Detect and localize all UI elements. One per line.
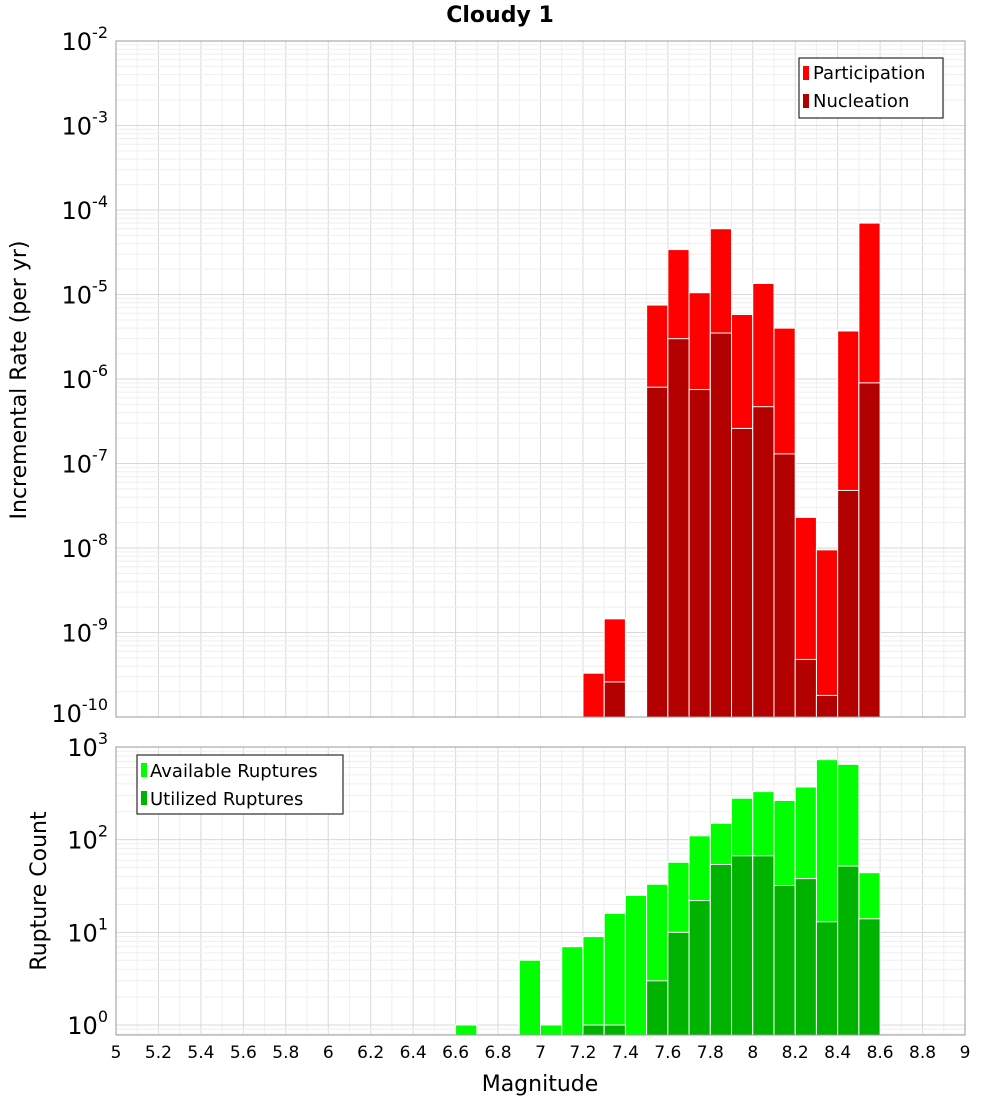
bottom-plot-frame — [115, 746, 966, 1036]
legend-participation-swatch — [803, 66, 809, 80]
rupture-count-panel: 100 101 102 103 5 5.2 5.4 5.6 5.8 6 6.2 6.4 6.6 6.8 7… — [27, 729, 970, 1097]
top-legend: Participation Nucleation — [798, 57, 944, 119]
bottom-legend: Available Ruptures Utilized Ruptures — [136, 754, 344, 815]
x-tick-label: 6.8 — [485, 1043, 512, 1063]
bar-available-ruptures — [540, 1024, 563, 1036]
y-tick-label: 10-8 — [62, 530, 109, 563]
legend-available-swatch — [141, 763, 147, 777]
incremental-rate-panel: 10-10 10-9 10-8 10-7 10-6 10-5 10-4 10-3 10-2 In… — [7, 23, 966, 728]
bar-nucleation — [667, 338, 690, 718]
bar-utilized-ruptures — [731, 855, 754, 1036]
x-tick-label: 6.4 — [400, 1043, 427, 1063]
bar-utilized-ruptures — [815, 921, 839, 1036]
bottom-bars — [455, 759, 881, 1036]
bar-utilized-ruptures — [794, 878, 817, 1036]
x-tick-label: 5.6 — [230, 1043, 257, 1063]
x-tick-label: 5 — [111, 1043, 122, 1063]
bar-utilized-ruptures — [773, 885, 796, 1036]
bar-utilized-ruptures — [667, 931, 690, 1036]
bar-nucleation — [815, 694, 839, 718]
x-tick-label: 8.4 — [824, 1043, 851, 1063]
bar-available-ruptures — [455, 1024, 478, 1036]
x-tick-label: 7.2 — [569, 1043, 596, 1063]
y-tick-label: 10-6 — [62, 361, 109, 394]
bar-available-ruptures — [582, 936, 605, 1036]
bar-nucleation — [688, 389, 711, 718]
x-tick-label: 8.6 — [867, 1043, 894, 1063]
y-tick-label: 10-10 — [51, 695, 108, 728]
x-tick-label: 5.8 — [272, 1043, 299, 1063]
bar-nucleation — [794, 658, 817, 718]
bar-participation — [582, 672, 605, 718]
top-plot-frame — [115, 40, 966, 718]
bar-utilized-ruptures — [646, 980, 669, 1036]
x-axis-label: Magnitude — [482, 1072, 599, 1097]
bar-utilized-ruptures — [858, 918, 881, 1036]
x-tick-label: 6 — [323, 1043, 334, 1063]
y-tick-label: 100 — [67, 1007, 108, 1040]
legend-nucleation-label: Nucleation — [813, 91, 909, 112]
x-tick-label: 8.8 — [909, 1043, 936, 1063]
bar-utilized-ruptures — [582, 1024, 605, 1036]
y-tick-label: 10-3 — [62, 108, 109, 141]
x-tick-label: 6.2 — [357, 1043, 384, 1063]
chart-title: Cloudy 1 — [446, 3, 554, 28]
bar-utilized-ruptures — [752, 855, 775, 1036]
top-legend-box — [798, 57, 944, 119]
y-tick-label: 103 — [67, 729, 108, 762]
legend-utilized-label: Utilized Ruptures — [150, 789, 303, 810]
bar-nucleation — [858, 382, 881, 718]
x-tick-label: 9 — [960, 1043, 971, 1063]
bottom-legend-box — [136, 754, 344, 815]
legend-utilized-swatch — [141, 791, 147, 805]
bar-utilized-ruptures — [603, 1024, 626, 1036]
bar-nucleation — [646, 386, 669, 718]
bottom-y-axis-label: Rupture Count — [27, 811, 52, 971]
bar-utilized-ruptures — [709, 863, 733, 1036]
bar-nucleation — [731, 427, 754, 718]
bar-utilized-ruptures — [837, 865, 860, 1036]
x-tick-label: 5.2 — [145, 1043, 172, 1063]
bar-participation — [815, 549, 839, 718]
bottom-y-tick-labels: 100 101 102 103 — [67, 729, 108, 1040]
y-tick-label: 10-9 — [62, 615, 109, 648]
x-tick-label: 8 — [747, 1043, 758, 1063]
bar-nucleation — [837, 489, 860, 718]
y-tick-label: 10-2 — [62, 23, 109, 56]
bar-available-ruptures — [561, 946, 584, 1036]
x-tick-label: 7.8 — [697, 1043, 724, 1063]
x-tick-label: 5.4 — [187, 1043, 214, 1063]
y-tick-label: 101 — [67, 914, 108, 947]
top-y-axis-label: Incremental Rate (per yr) — [7, 241, 32, 520]
bar-nucleation — [752, 406, 775, 718]
y-tick-label: 10-7 — [62, 446, 109, 479]
bar-nucleation — [709, 332, 733, 718]
x-tick-label: 6.6 — [442, 1043, 469, 1063]
y-tick-label: 10-4 — [62, 192, 109, 225]
bar-utilized-ruptures — [688, 900, 711, 1036]
x-tick-label: 7.4 — [612, 1043, 639, 1063]
x-tick-label: 7.6 — [654, 1043, 681, 1063]
bar-nucleation — [773, 453, 796, 718]
legend-available-label: Available Ruptures — [150, 761, 318, 782]
bar-nucleation — [603, 681, 626, 718]
y-tick-label: 10-5 — [62, 277, 109, 310]
bar-available-ruptures — [624, 894, 648, 1036]
legend-participation-label: Participation — [813, 63, 925, 84]
x-tick-label: 8.2 — [782, 1043, 809, 1063]
y-tick-label: 102 — [67, 822, 108, 855]
legend-nucleation-swatch — [803, 94, 809, 108]
bar-available-ruptures — [603, 912, 626, 1036]
x-tick-labels: 5 5.2 5.4 5.6 5.8 6 6.2 6.4 6.6 6.8 7 7.2 7.4 7.6 7.8 8… — [111, 1043, 971, 1063]
top-y-tick-labels: 10-10 10-9 10-8 10-7 10-6 10-5 10-4 10-3 10-2 — [51, 23, 108, 728]
x-tick-label: 7 — [535, 1043, 546, 1063]
bar-available-ruptures — [518, 959, 542, 1036]
